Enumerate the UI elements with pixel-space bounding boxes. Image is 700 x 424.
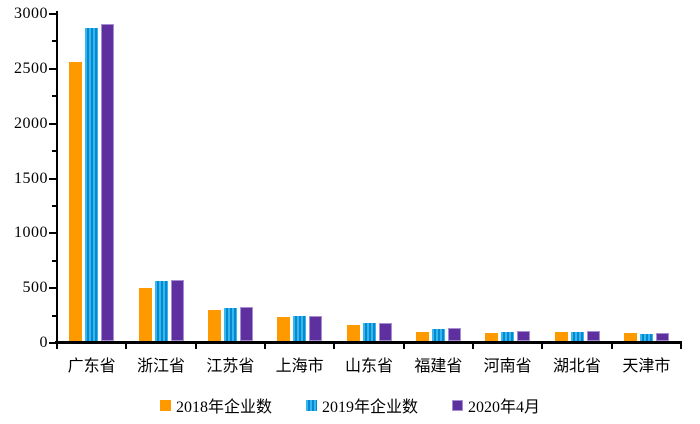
- y-minor-tick: [52, 259, 56, 262]
- legend-label: 2019年企业数: [321, 399, 418, 416]
- bar-2018年企业数-湖北省: [555, 332, 568, 341]
- x-boundary-tick: [125, 344, 128, 349]
- y-minor-tick: [52, 95, 56, 98]
- bar-2019年企业数-河南省: [501, 332, 514, 341]
- y-axis-line: [56, 11, 58, 344]
- x-boundary-tick: [610, 344, 613, 349]
- y-major-tick: [49, 13, 56, 15]
- bar-2018年企业数-浙江省: [139, 288, 152, 341]
- y-major-tick: [49, 122, 56, 125]
- y-major-tick: [49, 67, 56, 70]
- legend-item: 2019年企业数: [305, 393, 418, 417]
- legend-swatch-icon: [452, 399, 463, 411]
- legend: 2018年企业数 2019年企业数 2020年4月: [0, 393, 700, 417]
- y-tick-label: 2500: [14, 59, 48, 77]
- x-boundary-tick: [402, 344, 405, 349]
- bar-2020年4月-湖北省: [587, 331, 600, 341]
- x-boundary-tick: [472, 344, 474, 349]
- legend-label: 2018年企业数: [175, 399, 272, 416]
- y-tick-label: 0: [39, 334, 48, 351]
- y-tick-label: 2000: [14, 114, 48, 132]
- x-boundary-tick: [56, 344, 58, 349]
- x-category-label: 福建省: [414, 358, 463, 375]
- legend-label: 2020年4月: [468, 399, 541, 416]
- bar-2018年企业数-福建省: [416, 332, 429, 341]
- x-category-label: 河南省: [483, 358, 532, 375]
- bar-2019年企业数-山东省: [363, 323, 376, 341]
- y-major-tick: [49, 287, 56, 290]
- bar-2018年企业数-广东省: [69, 62, 82, 341]
- y-tick-label: 500: [22, 279, 48, 297]
- y-minor-tick: [52, 40, 56, 43]
- y-tick-label: 3000: [14, 5, 48, 22]
- x-axis-line: [55, 341, 682, 344]
- bar-2020年4月-天津市: [656, 333, 669, 341]
- x-category-label: 江苏省: [206, 358, 255, 375]
- bar-2019年企业数-江苏省: [224, 308, 237, 341]
- y-minor-tick: [52, 204, 56, 207]
- bar-2018年企业数-山东省: [347, 325, 360, 341]
- y-tick-label: 1000: [14, 224, 48, 242]
- bar-2018年企业数-河南省: [485, 333, 498, 341]
- bar-2018年企业数-天津市: [624, 333, 637, 341]
- bar-2019年企业数-广东省: [85, 28, 98, 341]
- bar-2019年企业数-浙江省: [155, 281, 168, 341]
- legend-swatch-icon: [305, 399, 317, 411]
- y-major-tick: [49, 177, 56, 180]
- y-minor-tick: [52, 314, 56, 317]
- bar-2019年企业数-天津市: [640, 334, 653, 341]
- bar-2020年4月-福建省: [448, 328, 461, 341]
- y-tick-label: 1500: [14, 169, 48, 187]
- x-boundary-tick: [264, 344, 266, 349]
- x-category-label: 广东省: [67, 358, 116, 375]
- bar-2019年企业数-湖北省: [571, 332, 584, 341]
- x-boundary-tick: [680, 344, 682, 349]
- bar-2020年4月-上海市: [309, 316, 322, 341]
- bar-2020年4月-浙江省: [171, 280, 184, 341]
- x-boundary-tick: [194, 344, 197, 349]
- bar-2018年企业数-江苏省: [208, 310, 221, 341]
- x-category-label: 天津市: [622, 358, 671, 375]
- x-boundary-tick: [541, 344, 544, 349]
- bar-2020年4月-江苏省: [240, 307, 253, 341]
- x-category-label: 湖北省: [552, 358, 601, 375]
- bar-2020年4月-山东省: [379, 323, 392, 341]
- y-major-tick: [49, 232, 56, 235]
- bar-2020年4月-广东省: [101, 24, 114, 341]
- bar-2018年企业数-上海市: [277, 317, 290, 341]
- x-category-label: 上海市: [275, 358, 324, 375]
- x-boundary-tick: [333, 344, 336, 349]
- x-category-label: 山东省: [344, 358, 393, 375]
- y-major-tick: [49, 342, 56, 344]
- x-category-label: 浙江省: [136, 358, 185, 375]
- bar-2019年企业数-福建省: [432, 329, 445, 341]
- bar-2020年4月-河南省: [517, 331, 530, 341]
- legend-item: 2020年4月: [452, 393, 540, 417]
- legend-swatch-icon: [159, 399, 171, 411]
- legend-item: 2018年企业数: [159, 393, 272, 417]
- bar-2019年企业数-上海市: [293, 316, 306, 341]
- y-minor-tick: [52, 150, 56, 153]
